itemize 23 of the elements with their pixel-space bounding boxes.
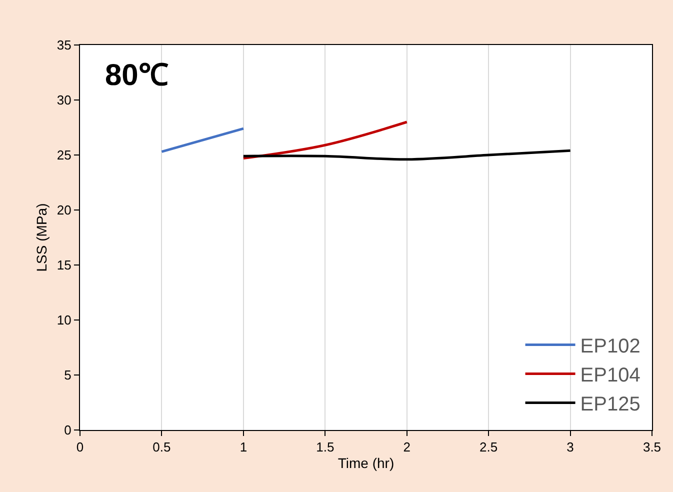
x-tick-label: 0.5 xyxy=(152,440,171,455)
x-tick-label: 1.5 xyxy=(316,440,334,455)
y-tick-label: 20 xyxy=(56,202,72,218)
y-tick-label: 35 xyxy=(56,38,72,53)
y-tick-label: 5 xyxy=(64,368,72,383)
legend-label: EP104 xyxy=(580,364,640,387)
y-tick-label: 10 xyxy=(56,312,72,328)
legend-label: EP125 xyxy=(580,394,640,416)
y-tick-label: 15 xyxy=(56,258,72,273)
line-series xyxy=(242,149,572,161)
y-tick-label: 25 xyxy=(56,148,72,163)
x-tick-label: 0 xyxy=(76,440,84,455)
x-tick-label: 2 xyxy=(403,440,410,455)
x-tick-label: 3 xyxy=(566,440,574,455)
x-tick-label: 2.5 xyxy=(480,440,498,455)
x-tick-label: 3.5 xyxy=(642,440,662,455)
annotation: 80℃ xyxy=(105,59,168,92)
y-tick-label: 0 xyxy=(64,422,72,438)
x-tick-label: 1 xyxy=(240,440,248,455)
legend-label: EP102 xyxy=(580,336,640,358)
y-tick-label: 30 xyxy=(56,92,72,108)
y-axis-title: LSS (MPa) xyxy=(34,203,50,272)
x-axis-title: Time (hr) xyxy=(338,454,394,471)
